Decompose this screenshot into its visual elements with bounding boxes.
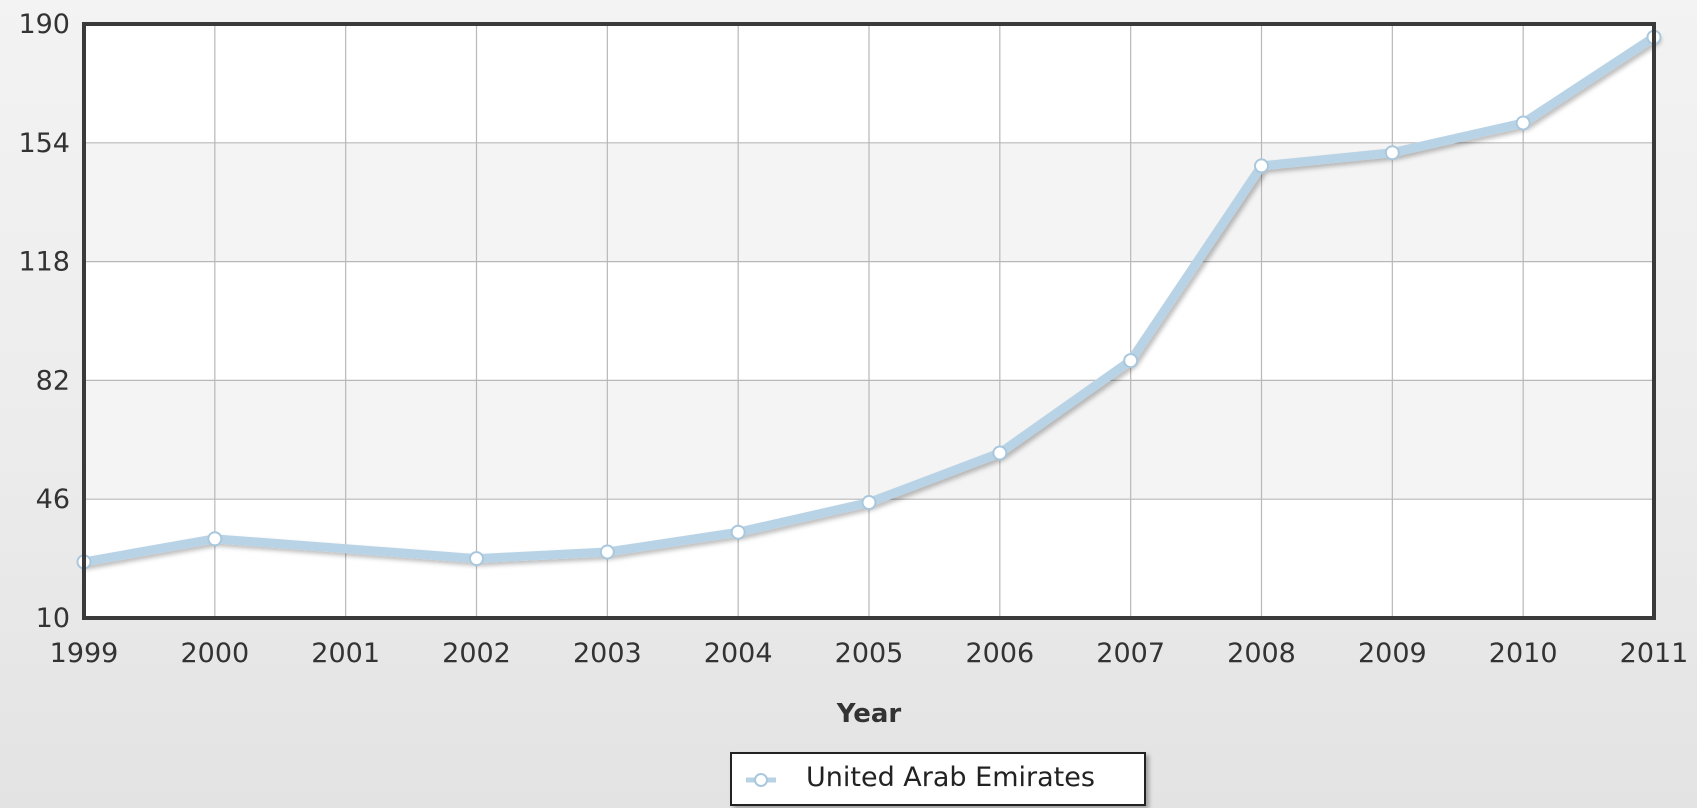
legend-series-label: United Arab Emirates xyxy=(806,762,1095,793)
series-line xyxy=(79,32,1659,567)
x-tick-label: 2001 xyxy=(311,638,380,669)
x-tick-label: 2009 xyxy=(1358,638,1427,669)
y-tick-label: 190 xyxy=(18,9,70,40)
data-point xyxy=(1515,115,1531,131)
data-point xyxy=(1384,145,1400,161)
legend: United Arab Emirates xyxy=(730,752,1146,806)
y-axis-tick-labels: 10 46 82 118 154 190 xyxy=(18,9,70,634)
x-tick-label: 1999 xyxy=(50,638,119,669)
legend-series-marker xyxy=(746,773,776,787)
x-tick-label: 2007 xyxy=(1096,638,1165,669)
x-tick-label: 2010 xyxy=(1489,638,1558,669)
data-point xyxy=(1254,158,1269,174)
x-axis-title: Year xyxy=(836,699,902,729)
plot-frame xyxy=(82,22,1656,620)
legend-series-point xyxy=(754,773,768,787)
x-tick-label: 2005 xyxy=(835,638,904,669)
x-axis-tick-labels: 1999 2000 2001 2002 2003 2004 2005 2006 2007 2008… xyxy=(50,638,1689,669)
x-tick-label: 2004 xyxy=(704,638,773,669)
y-tick-label: 10 xyxy=(36,603,70,634)
data-point xyxy=(861,495,877,510)
data-point xyxy=(992,445,1008,461)
x-tick-label: 2006 xyxy=(965,638,1034,669)
data-point xyxy=(469,551,484,567)
data-point xyxy=(207,531,223,547)
legend-box xyxy=(730,752,1146,806)
y-tick-label: 46 xyxy=(36,484,70,515)
y-tick-label: 154 xyxy=(18,128,70,159)
x-tick-label: 2011 xyxy=(1620,638,1689,669)
x-tick-label: 2002 xyxy=(442,638,511,669)
x-tick-label: 2000 xyxy=(180,638,249,669)
data-point xyxy=(1123,353,1139,369)
data-point xyxy=(599,544,615,560)
x-tick-label: 2008 xyxy=(1227,638,1296,669)
y-tick-label: 82 xyxy=(36,365,70,396)
y-tick-label: 118 xyxy=(18,247,70,278)
data-point xyxy=(730,524,746,540)
x-tick-label: 2003 xyxy=(573,638,642,669)
series-layer xyxy=(76,29,1662,570)
